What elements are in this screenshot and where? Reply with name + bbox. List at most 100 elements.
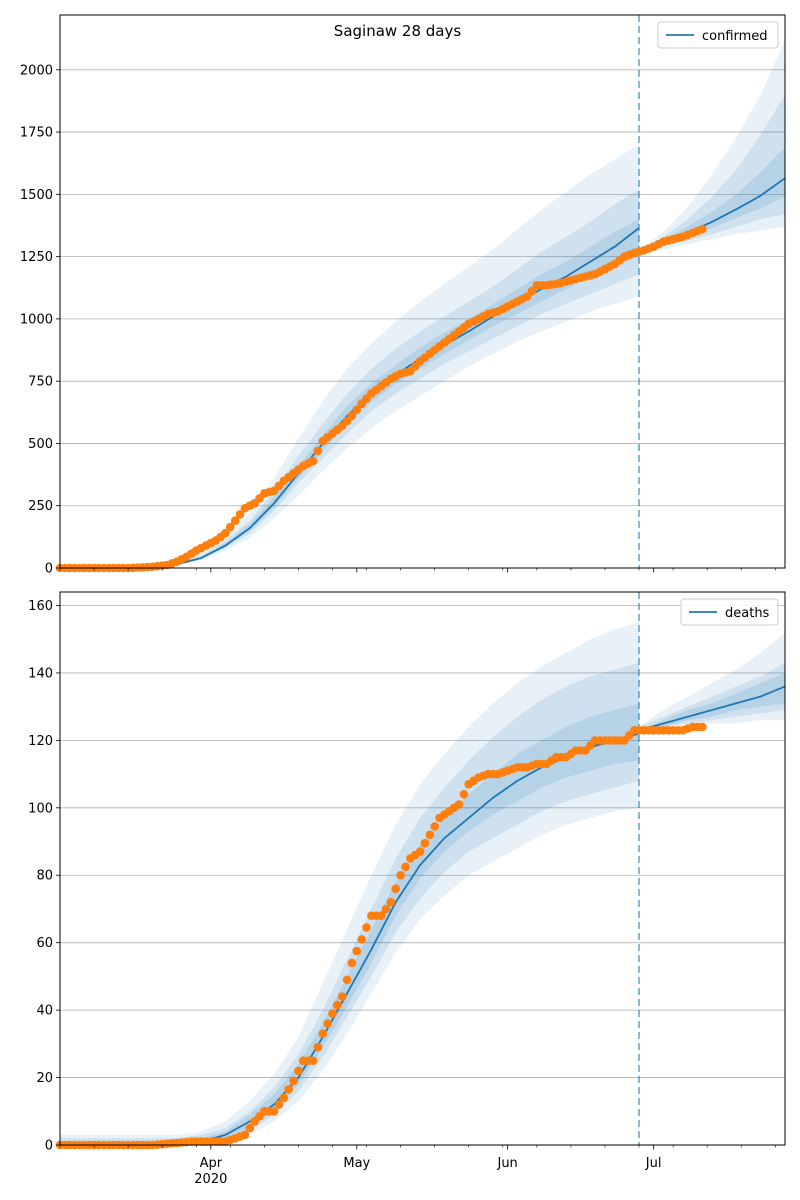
data-point <box>381 904 391 914</box>
y-tick-label: 0 <box>45 562 53 577</box>
data-point <box>323 1019 332 1028</box>
data-point <box>245 1123 255 1133</box>
data-point <box>235 510 245 519</box>
data-point <box>347 411 357 421</box>
y-tick-label: 40 <box>36 1004 53 1019</box>
data-point <box>391 884 401 893</box>
data-point <box>226 522 235 532</box>
data-point <box>430 822 440 831</box>
uncertainty-band <box>60 219 639 568</box>
data-point <box>308 456 318 466</box>
data-point <box>284 1085 294 1094</box>
uncertainty-band <box>639 147 785 253</box>
x-tick-label: Jun <box>496 1156 517 1171</box>
data-point <box>376 911 386 920</box>
data-point <box>352 946 362 956</box>
data-point <box>279 1093 289 1103</box>
y-tick-label: 0 <box>45 1139 53 1154</box>
y-tick-label: 500 <box>28 437 53 452</box>
legend-label: confirmed <box>702 29 768 44</box>
uncertainty-band <box>639 632 785 734</box>
y-tick-label: 120 <box>28 734 53 749</box>
y-tick-label: 1500 <box>20 188 53 203</box>
y-axis-ticks: 0 250 500 750 1000 1250 1500 1750 2000 <box>20 63 60 577</box>
data-point <box>318 1029 328 1038</box>
data-point <box>415 847 425 856</box>
y-tick-label: 60 <box>36 936 53 951</box>
data-point <box>459 790 469 799</box>
data-point <box>357 935 367 944</box>
y-tick-label: 80 <box>36 869 53 884</box>
legend-label: deaths <box>725 606 770 621</box>
x-tick-label: May <box>343 1156 370 1171</box>
data-point <box>362 923 371 932</box>
y-tick-label: 1250 <box>20 250 53 265</box>
data-point <box>401 862 410 872</box>
data-point <box>308 1056 318 1065</box>
chart-title: Saginaw 28 days <box>334 22 462 40</box>
data-point <box>527 286 537 296</box>
y-axis-ticks: 0 20 40 60 80 100 120 140 160 <box>28 599 60 1154</box>
data-point <box>396 870 405 880</box>
legend-box <box>680 598 779 626</box>
observed-points <box>55 722 707 1150</box>
data-point <box>342 975 352 985</box>
y-tick-label: 1000 <box>20 312 53 327</box>
y-tick-label: 750 <box>28 375 53 390</box>
y-gridlines <box>60 605 785 1078</box>
uncertainty-band <box>60 703 639 1145</box>
y-tick-label: 140 <box>28 666 53 681</box>
data-point <box>420 838 430 848</box>
x-tick-label: Jul <box>645 1156 662 1171</box>
data-point <box>522 292 532 301</box>
data-point <box>328 1009 337 1018</box>
y-tick-label: 1750 <box>20 126 53 141</box>
data-point <box>294 1066 303 1076</box>
axes-frame <box>59 14 786 569</box>
y-tick-label: 250 <box>28 499 53 514</box>
data-point <box>313 1042 323 1052</box>
y-gridlines <box>60 69 785 507</box>
y-tick-label: 20 <box>36 1071 53 1086</box>
data-point <box>333 1000 342 1010</box>
uncertainty-band <box>639 39 785 255</box>
data-point <box>230 516 240 525</box>
x-tick-label: Apr <box>200 1156 223 1171</box>
uncertainty-band <box>60 144 639 568</box>
uncertainty-band <box>60 662 639 1145</box>
uncertainty-bands <box>60 39 785 568</box>
forecast-line <box>638 685 785 732</box>
data-point <box>425 830 435 840</box>
data-point <box>221 528 230 538</box>
data-point <box>289 1076 298 1086</box>
data-point <box>347 958 357 968</box>
legend: deaths <box>680 598 779 626</box>
uncertainty-bands <box>60 622 785 1145</box>
x-tick-label: 2020 <box>194 1172 227 1187</box>
uncertainty-band <box>60 622 639 1145</box>
data-point <box>386 897 396 907</box>
data-point <box>454 800 464 809</box>
data-point <box>269 1107 279 1116</box>
data-point <box>698 722 707 732</box>
data-point <box>274 1100 284 1109</box>
uncertainty-band <box>639 662 785 734</box>
y-tick-label: 100 <box>28 801 53 816</box>
y-tick-label: 2000 <box>20 63 53 78</box>
uncertainty-band <box>639 672 785 731</box>
confirmed-panel: 0 250 500 750 1000 1250 1500 1750 2000 confirmed… <box>20 14 786 577</box>
legend-box <box>657 21 779 49</box>
x-axis-ticks <box>59 568 776 573</box>
legend: confirmed <box>657 21 779 49</box>
data-point <box>698 224 707 234</box>
data-point <box>240 1130 250 1140</box>
data-point <box>313 446 323 456</box>
data-point <box>352 405 362 415</box>
uncertainty-band <box>639 94 785 254</box>
data-point <box>337 992 347 1001</box>
y-tick-label: 160 <box>28 599 53 614</box>
axes-frame <box>59 591 786 1146</box>
